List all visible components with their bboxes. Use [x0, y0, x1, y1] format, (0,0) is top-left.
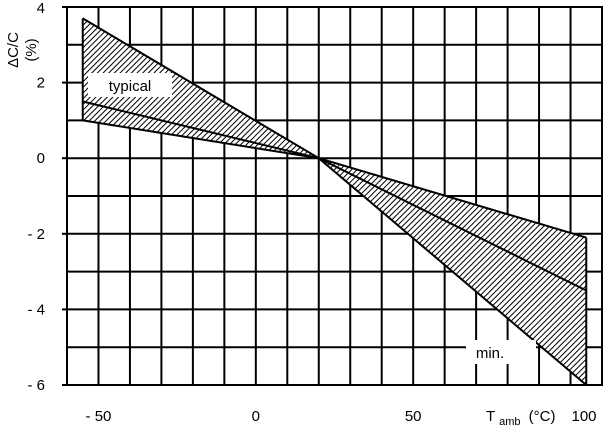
series-line-typical [82, 100, 587, 292]
annotations: typical min. [88, 73, 536, 364]
x-axis-title-main: T [486, 408, 495, 425]
y-tick-label: - 6 [27, 377, 45, 394]
annotation-typical: typical [109, 78, 152, 95]
x-axis-title-sub: amb [499, 416, 520, 428]
y-axis-title: ΔC/C (%) [5, 32, 40, 68]
typical-label-background [88, 73, 172, 97]
series-lines [82, 17, 587, 386]
y-tick-label: 2 [37, 75, 45, 92]
x-tick-label: 0 [252, 408, 260, 425]
y-axis-title-unit: (%) [23, 38, 40, 61]
y-axis-title-text: ΔC/C [5, 32, 22, 68]
y-tick-label: 4 [37, 0, 45, 17]
y-tick-label: 0 [37, 150, 45, 167]
x-tick-label: - 50 [86, 408, 112, 425]
x-tick-label: 100 [571, 408, 596, 425]
x-axis-title: T amb (°C) [486, 408, 555, 429]
grid [67, 7, 602, 385]
x-tick-labels: - 50 0 50 100 [86, 408, 597, 425]
plot-border [66, 6, 603, 386]
x-axis-title-unit: (°C) [529, 408, 556, 425]
plot-frame [62, 6, 603, 386]
y-tick-labels: 4 2 0 - 2 - 4 - 6 [27, 0, 45, 394]
min-label-background [466, 340, 536, 364]
y-tick-label: - 2 [27, 226, 45, 243]
annotation-min: min. [476, 345, 504, 362]
y-tick-label: - 4 [27, 301, 45, 318]
x-tick-label: 50 [405, 408, 422, 425]
